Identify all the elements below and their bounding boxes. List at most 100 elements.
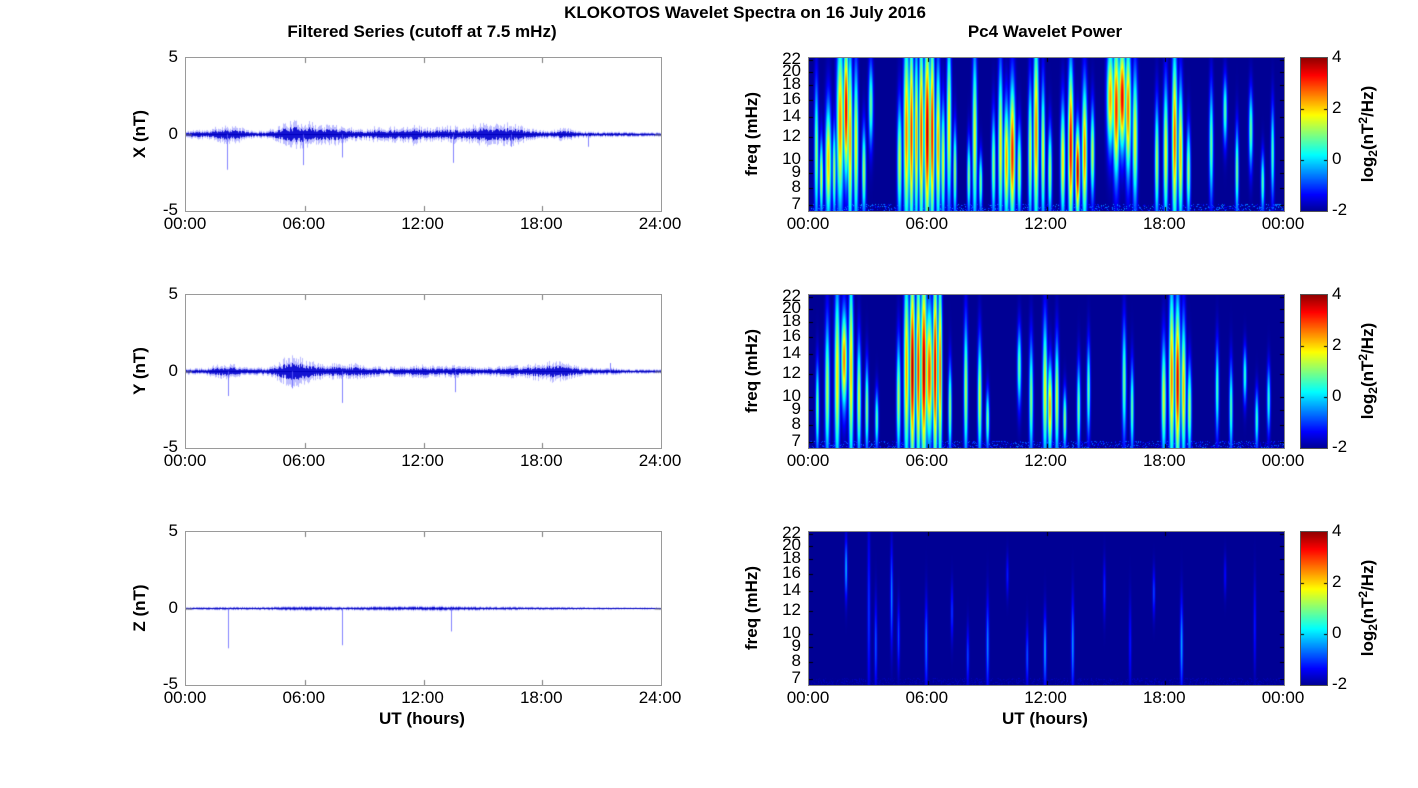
y-tick-label: 5 [168, 284, 178, 303]
colorbar-tick-label: -2 [1332, 674, 1348, 693]
timeseries-plot-series-x [185, 57, 662, 212]
right-column-title: Pc4 Wavelet Power [967, 22, 1123, 41]
freq-tick-label: 7 [791, 193, 801, 213]
freq-tick-label: 9 [791, 399, 801, 419]
colorbar-tick-label: 2 [1332, 98, 1342, 117]
x-tick-label: 00:00 [786, 451, 830, 470]
colorbar-wavelet-z [1300, 531, 1328, 686]
y-tick-label: -5 [162, 437, 178, 456]
y-tick-label: -5 [162, 200, 178, 219]
colorbar-label-part: 2 [1356, 353, 1370, 361]
freq-tick-label: 10 [782, 385, 801, 405]
freq-tick-label: 12 [782, 362, 801, 382]
colorbar-canvas-wavelet-x [1301, 58, 1327, 211]
spectrogram-canvas-wavelet-z [809, 532, 1284, 685]
colorbar-tick-label: 2 [1332, 572, 1342, 591]
x-tick-label: 06:00 [282, 214, 326, 233]
spectrogram-canvas-wavelet-x [809, 58, 1284, 211]
colorbar-tick-label: 4 [1332, 284, 1342, 303]
colorbar-label-part: 2 [1366, 149, 1380, 157]
x-tick-label: 12:00 [401, 688, 444, 707]
colorbar-tick-label: 2 [1332, 335, 1342, 354]
x-tick-label: 18:00 [519, 688, 563, 707]
freq-tick-label: 20 [782, 534, 801, 554]
timeseries-plot-series-y [185, 294, 662, 449]
colorbar-label-part: 2 [1366, 386, 1380, 394]
figure-title: KLOKOTOS Wavelet Spectra on 16 July 2016 [564, 3, 926, 22]
right-x-axis-label: UT (hours) [1002, 709, 1088, 728]
freq-tick-label: 10 [782, 622, 801, 642]
x-tick-label: 18:00 [1142, 688, 1186, 707]
freq-tick-label: 22 [782, 522, 801, 542]
freq-tick-label: 22 [782, 48, 801, 68]
x-tick-label: 06:00 [905, 688, 949, 707]
x-tick-label: 18:00 [1142, 451, 1186, 470]
freq-tick-label: 18 [782, 74, 801, 94]
spectrogram-plot-wavelet-x [808, 57, 1285, 212]
x-tick-label: 24:00 [638, 451, 682, 470]
colorbar-label-part: (nT [1358, 597, 1377, 624]
colorbar-label-part: log [1358, 393, 1377, 419]
freq-tick-label: 8 [791, 176, 801, 196]
colorbar-label-part: log [1358, 630, 1377, 656]
freq-tick-label: 9 [791, 162, 801, 182]
freq-tick-label: 18 [782, 311, 801, 331]
x-tick-label: 00:00 [163, 451, 207, 470]
freq-tick-label: 7 [791, 667, 801, 687]
freq-tick-label: 7 [791, 430, 801, 450]
x-tick-label: 18:00 [519, 214, 563, 233]
spectrogram-plot-wavelet-z [808, 531, 1285, 686]
colorbar-label-part: (nT [1358, 360, 1377, 387]
y-tick-label: 0 [168, 123, 178, 143]
freq-tick-label: 9 [791, 636, 801, 656]
x-tick-label: 24:00 [638, 688, 682, 707]
x-tick-label: 00:00 [786, 688, 830, 707]
x-tick-label: 12:00 [1024, 214, 1067, 233]
x-tick-label: 18:00 [519, 451, 563, 470]
colorbar-label-part: /Hz) [1358, 322, 1377, 354]
x-tick-label: 12:00 [1024, 688, 1067, 707]
freq-tick-label: 12 [782, 599, 801, 619]
colorbar-label-wavelet-z: log2(nT2/Hz) [1356, 559, 1380, 655]
freq-tick-label: 14 [782, 580, 801, 599]
x-tick-label: 24:00 [638, 214, 682, 233]
x-tick-label: 12:00 [401, 451, 444, 470]
freq-tick-label: 18 [782, 548, 801, 568]
x-tick-label: 06:00 [282, 688, 326, 707]
x-tick-label: 06:00 [282, 451, 326, 470]
colorbar-label-part: /Hz) [1358, 559, 1377, 591]
colorbar-label-wavelet-x: log2(nT2/Hz) [1356, 85, 1380, 181]
colorbar-label-part: 2 [1366, 623, 1380, 631]
y-tick-label: 0 [168, 597, 178, 617]
freq-tick-label: 10 [782, 148, 801, 168]
colorbar-tick-label: 4 [1332, 47, 1342, 66]
x-tick-label: 06:00 [905, 214, 949, 233]
freq-tick-label: 12 [782, 125, 801, 145]
freq-tick-label: 16 [782, 326, 801, 346]
y-tick-label: 5 [168, 47, 178, 66]
spectrogram-plot-wavelet-y [808, 294, 1285, 449]
y-tick-label: 0 [168, 360, 178, 380]
timeseries-plot-series-z [185, 531, 662, 686]
colorbar-label-part: (nT [1358, 123, 1377, 150]
colorbar-tick-label: -2 [1332, 437, 1348, 456]
freq-tick-label: 16 [782, 89, 801, 109]
y-tick-label: -5 [162, 674, 178, 693]
x-tick-label: 00:00 [1261, 688, 1305, 707]
freq-tick-label: 14 [782, 343, 801, 362]
colorbar-tick-label: 0 [1332, 386, 1342, 405]
freq-tick-label: 8 [791, 413, 801, 433]
colorbar-label-part: /Hz) [1358, 85, 1377, 117]
freq-tick-label: 16 [782, 563, 801, 583]
x-tick-label: 00:00 [1261, 214, 1305, 233]
x-tick-label: 00:00 [163, 214, 207, 233]
freq-tick-label: 20 [782, 60, 801, 80]
timeseries-canvas-series-z [186, 532, 661, 685]
colorbar-wavelet-y [1300, 294, 1328, 449]
spectrogram-canvas-wavelet-y [809, 295, 1284, 448]
left-column-title: Filtered Series (cutoff at 7.5 mHz) [287, 22, 557, 41]
x-tick-label: 12:00 [401, 214, 444, 233]
y-tick-label: 5 [168, 521, 178, 540]
freq-tick-label: 8 [791, 650, 801, 670]
